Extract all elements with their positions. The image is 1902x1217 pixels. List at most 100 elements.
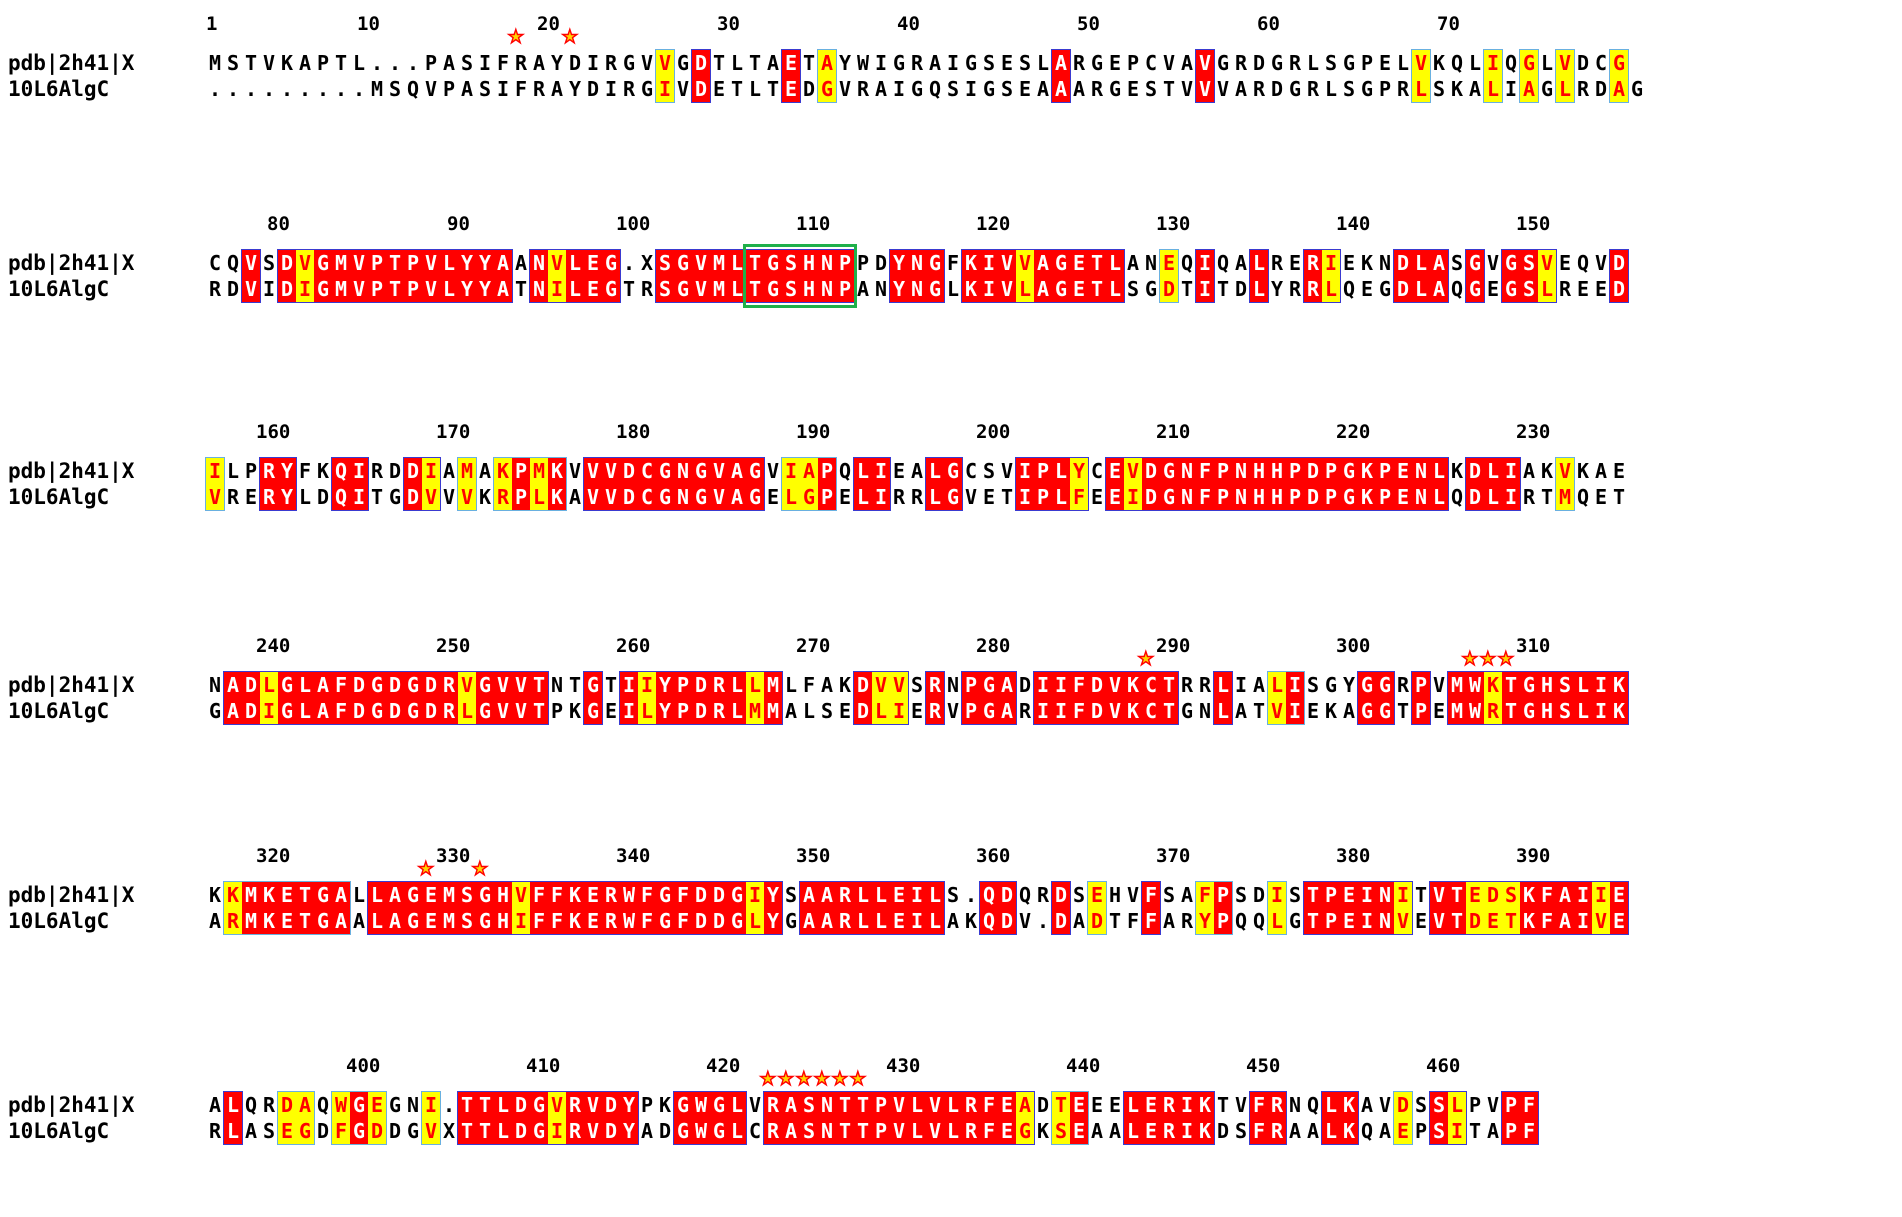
residue: D	[620, 484, 638, 510]
residue: K	[1610, 672, 1628, 698]
residue: S	[1306, 673, 1320, 697]
sequence-name: 10L6AlgC	[8, 485, 110, 509]
residue: T	[476, 1118, 494, 1144]
residue: Q	[1576, 251, 1590, 275]
residue: R	[1180, 673, 1194, 697]
residue: T	[296, 908, 314, 934]
residue: I	[746, 882, 764, 908]
residue: L	[1574, 672, 1592, 698]
residue: D	[1270, 77, 1284, 101]
residue: I	[1178, 1118, 1196, 1144]
residue: L	[728, 698, 746, 724]
residue: D	[1142, 484, 1160, 510]
residue: G	[1216, 51, 1230, 75]
residue: M	[332, 250, 350, 276]
residue: V	[1124, 458, 1142, 484]
residue: G	[676, 51, 690, 75]
residue: T	[1540, 485, 1554, 509]
residue: P	[512, 484, 530, 510]
residue: T	[1052, 1092, 1070, 1118]
residue: Y	[1070, 458, 1088, 484]
residue: T	[296, 882, 314, 908]
residue: I	[874, 51, 888, 75]
residue: I	[1592, 882, 1610, 908]
residue: T	[766, 77, 780, 101]
residue: V	[1106, 698, 1124, 724]
residue: K	[1520, 882, 1538, 908]
residue: P	[442, 77, 456, 101]
residue: K	[1124, 672, 1142, 698]
residue: V	[602, 484, 620, 510]
residue: C	[748, 1119, 762, 1143]
residue: E	[584, 908, 602, 934]
residue: E	[1070, 1092, 1088, 1118]
residue: S	[1234, 1119, 1248, 1143]
residue: S	[226, 51, 240, 75]
residue: A	[1486, 1119, 1500, 1143]
residue: G	[1324, 673, 1338, 697]
residue: T	[334, 51, 348, 75]
residue: S	[388, 77, 402, 101]
residue: V	[442, 485, 456, 509]
residue: S	[1430, 1092, 1448, 1118]
residue: T	[1088, 276, 1106, 302]
residue: D	[1394, 250, 1412, 276]
residue: L	[1036, 51, 1050, 75]
residue: G	[1090, 51, 1104, 75]
residue: A	[728, 458, 746, 484]
residue: S	[1520, 250, 1538, 276]
ruler-tick-label: 280	[976, 635, 1011, 657]
residue: D	[242, 698, 260, 724]
residue: A	[1052, 50, 1070, 76]
residue: K	[1196, 1092, 1214, 1118]
residue: I	[1592, 698, 1610, 724]
residue: I	[1286, 698, 1304, 724]
ruler-tick-label: 450	[1246, 1055, 1281, 1077]
residue: D	[404, 484, 422, 510]
residue: Q	[1018, 883, 1032, 907]
residue: T	[1448, 908, 1466, 934]
residue: D	[1466, 458, 1484, 484]
residue: D	[512, 1092, 530, 1118]
residue: I	[908, 908, 926, 934]
residue: I	[1268, 882, 1286, 908]
residue: E	[1340, 882, 1358, 908]
residue: E	[1142, 1118, 1160, 1144]
residue: L	[1322, 1118, 1340, 1144]
residue: R	[262, 1093, 276, 1117]
residue: G	[1520, 50, 1538, 76]
residue: V	[1538, 250, 1556, 276]
residue: S	[820, 699, 834, 723]
residue: Y	[1196, 908, 1214, 934]
residue: R	[566, 1118, 584, 1144]
ruler-tick-label: 320	[256, 845, 291, 867]
sequence-name: 10L6AlgC	[8, 277, 110, 301]
residue: C	[638, 484, 656, 510]
residue: A	[640, 1119, 654, 1143]
residue: G	[278, 698, 296, 724]
residue: S	[1520, 276, 1538, 302]
residue: E	[278, 1118, 296, 1144]
residue: K	[566, 882, 584, 908]
residue: I	[908, 882, 926, 908]
residue: R	[1270, 251, 1284, 275]
active-site-star-icon: ★	[1461, 642, 1478, 672]
residue: I	[1394, 882, 1412, 908]
residue: E	[1000, 51, 1014, 75]
residue: I	[1592, 672, 1610, 698]
residue: V	[1592, 908, 1610, 934]
residue: A	[1016, 1092, 1034, 1118]
residue: Y	[838, 51, 852, 75]
residue: T	[568, 673, 582, 697]
residue: T	[1304, 908, 1322, 934]
residue: D	[692, 908, 710, 934]
residue: F	[530, 908, 548, 934]
residue: P	[1502, 1118, 1520, 1144]
ruler-tick-label: 420	[706, 1055, 741, 1077]
residue: R	[622, 77, 636, 101]
residue: T	[1502, 672, 1520, 698]
residue: I	[980, 250, 998, 276]
residue: P	[962, 672, 980, 698]
residue: Q	[1576, 485, 1590, 509]
residue: G	[674, 1118, 692, 1144]
